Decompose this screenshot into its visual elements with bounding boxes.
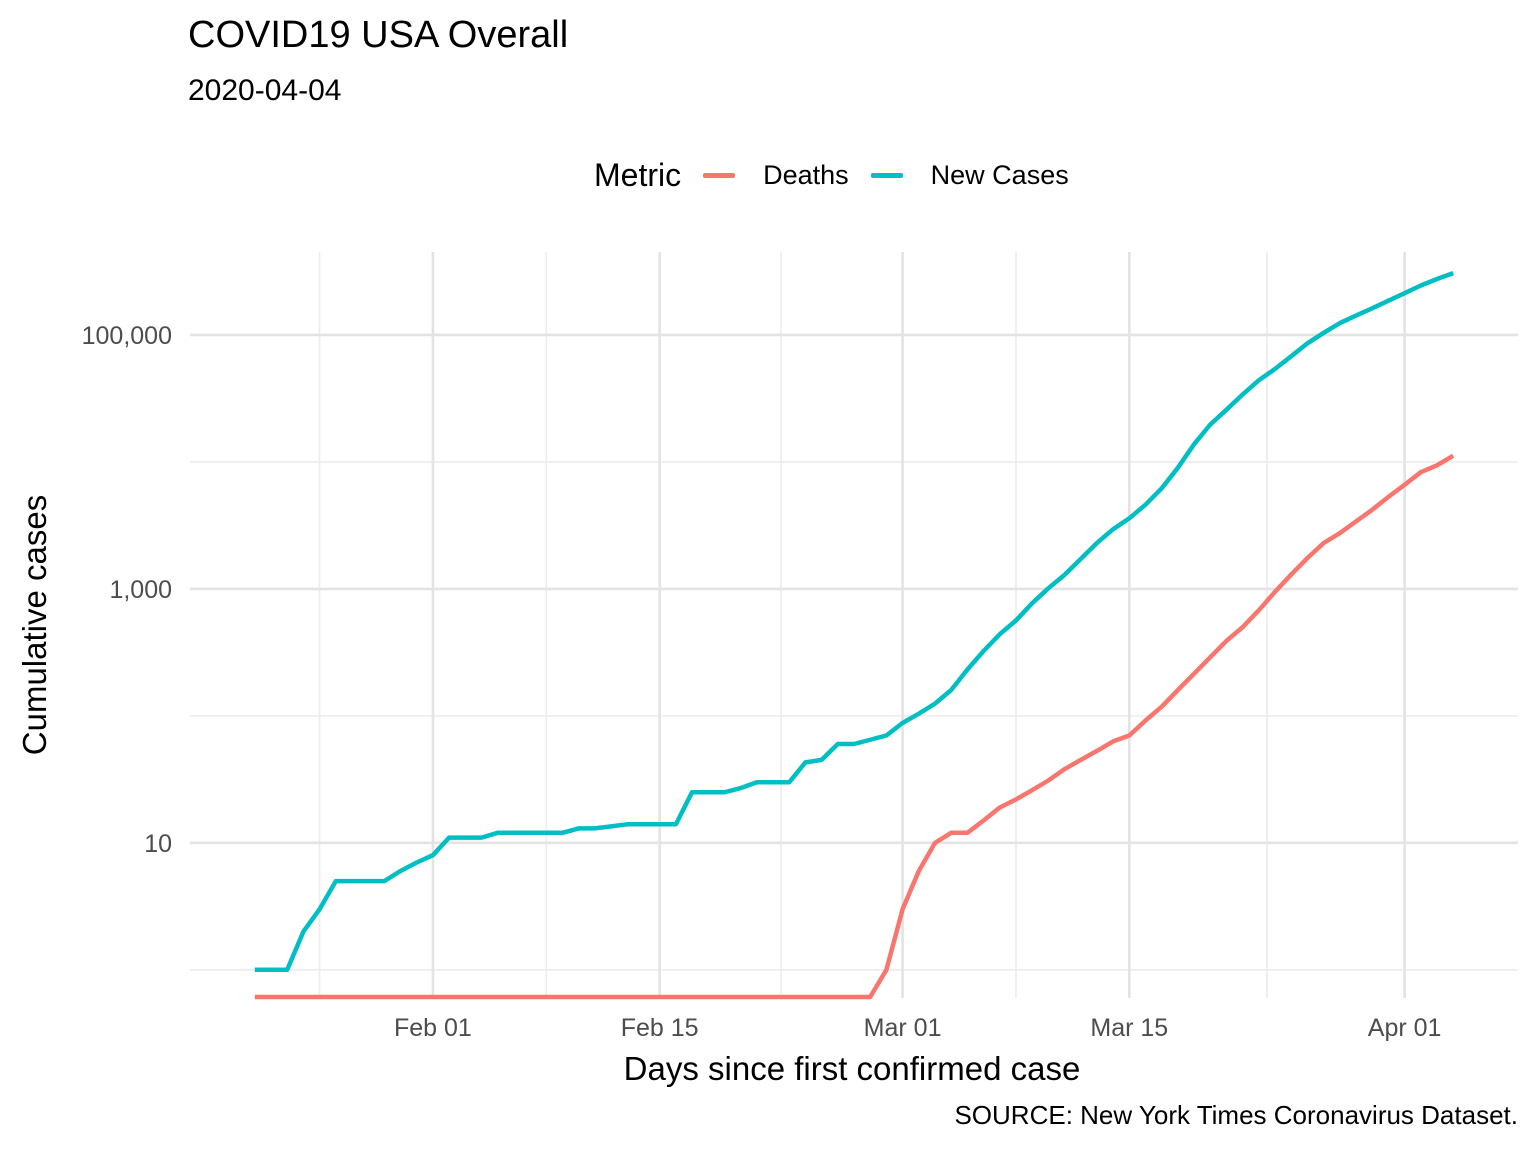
series-lines [254,270,1455,1000]
legend-label-deaths: Deaths [763,159,849,190]
chart-title: COVID19 USA Overall [188,14,569,56]
legend: Metric Deaths New Cases [594,154,1091,196]
x-axis-title: Days since first confirmed case [624,1050,1081,1087]
x-axis-labels: Feb 01 Feb 15 Mar 01 Mar 15 Apr 01 [394,1014,1441,1042]
x-tick-label: Mar 01 [864,1014,942,1042]
grid-major [190,252,1518,998]
series-line-new-cases [254,270,1454,973]
legend-item-new-cases: New Cases [870,159,1069,191]
legend-title: Metric [594,156,682,193]
chart-caption: SOURCE: New York Times Coronavirus Datas… [954,1100,1518,1130]
x-tick-label: Mar 15 [1090,1014,1168,1042]
x-tick-label: Feb 01 [394,1014,472,1042]
legend-key-new-cases [870,172,903,178]
y-tick-label: 100,000 [82,322,172,350]
y-axis-title: Cumulative cases [16,495,53,755]
grid-minor [190,252,1518,998]
y-tick-label: 1,000 [109,576,172,604]
legend-item-deaths: Deaths [703,160,849,191]
x-tick-label: Feb 15 [621,1014,699,1042]
legend-key-deaths [703,172,736,178]
x-tick-label: Apr 01 [1368,1014,1442,1042]
y-tick-label: 10 [144,830,172,858]
series-line-deaths [254,453,1455,1000]
legend-label-new-cases: New Cases [930,159,1069,190]
y-axis-labels: 10 1,000 100,000 [82,322,172,858]
chart-subtitle: 2020-04-04 [188,74,342,107]
